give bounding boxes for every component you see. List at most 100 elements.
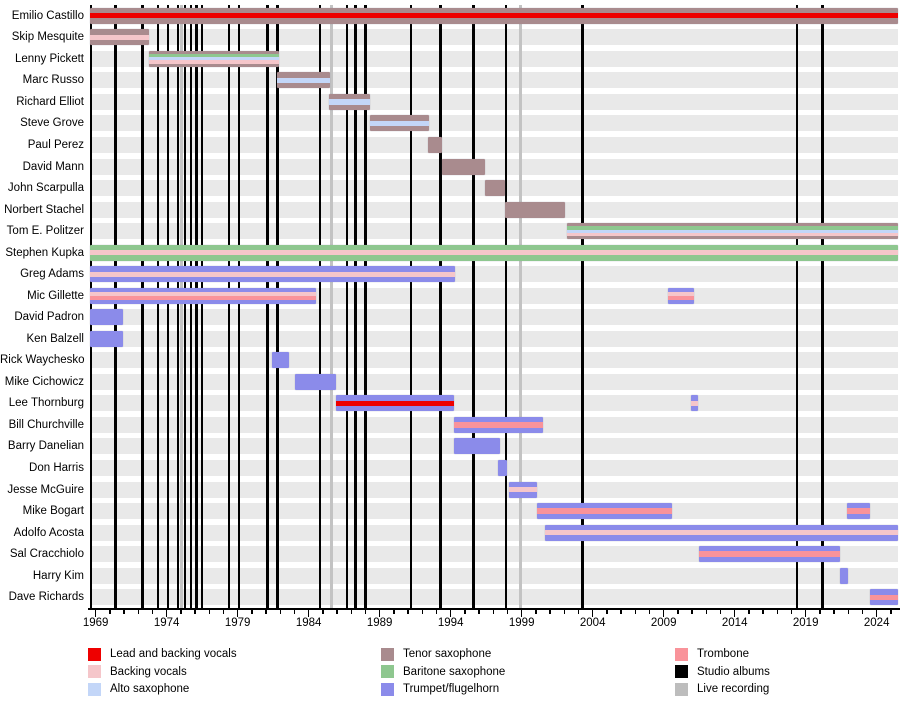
y-axis-line (90, 5, 93, 608)
x-tick-label: 1979 (224, 617, 251, 629)
tenure-bar (90, 7, 898, 24)
x-tick-minor (435, 609, 438, 614)
x-tick-minor (492, 609, 494, 614)
studio-album-line (504, 5, 508, 608)
x-tick-minor (279, 609, 281, 614)
member-label: Dave Richards (8, 591, 84, 604)
bar-stripe-trumpet (508, 492, 538, 498)
legend-label: Live recording (697, 683, 770, 695)
bar-stripe-trumpet (90, 299, 316, 304)
tenure-bar (90, 309, 123, 326)
live-recording-line (518, 5, 522, 608)
member-label: Ken Balzell (26, 332, 84, 345)
bar-stripe-alto (277, 77, 330, 84)
legend-item: Studio albums (675, 665, 770, 679)
x-tick-minor (109, 609, 111, 614)
bar-stripe-backing (90, 34, 149, 40)
member-label: Harry Kim (32, 569, 84, 582)
legend-item: Tenor saxophone (381, 647, 491, 661)
tenure-bar (505, 201, 565, 218)
bar-stripe-trumpet (869, 589, 898, 595)
legend-label: Trombone (697, 648, 749, 660)
member-label: Jesse McGuire (7, 483, 84, 496)
bar-stripe-tenor (484, 180, 506, 197)
x-tick-major (449, 609, 452, 617)
bar-stripe-baritone (148, 54, 279, 58)
member-label: Marc Russo (22, 74, 84, 87)
bar-stripe-trombone (699, 551, 840, 557)
x-tick-major (875, 609, 878, 617)
bar-stripe-backing (90, 249, 898, 256)
x-tick-minor (194, 609, 196, 614)
tenure-bar (454, 416, 543, 433)
tenure-bar (484, 180, 506, 197)
studio-album-line (821, 5, 825, 608)
x-tick-major (236, 609, 239, 617)
bar-stripe-alto (329, 99, 371, 105)
bar-stripe-backing (90, 271, 455, 277)
member-row-band (90, 72, 898, 89)
member-label: David Padron (14, 311, 84, 324)
x-tick-label: 2004 (579, 617, 606, 629)
member-row-band (90, 395, 898, 412)
x-tick-minor (549, 609, 551, 614)
studio-album-line (354, 5, 357, 608)
x-tick-label: 1999 (508, 617, 535, 629)
bar-stripe-trombone (537, 508, 673, 514)
member-label: John Scarpulla (7, 182, 84, 195)
x-tick-major (378, 609, 381, 617)
bar-stripe-tenor (427, 136, 443, 153)
member-label: Norbert Stachel (4, 203, 84, 216)
legend-item: Live recording (675, 682, 769, 696)
x-tick-minor (293, 609, 296, 614)
legend-label: Tenor saxophone (403, 648, 492, 660)
x-tick-minor (677, 609, 679, 614)
legend-label: Baritone saxophone (403, 665, 506, 678)
bar-stripe-tenor (277, 83, 330, 89)
x-tick-major (307, 609, 310, 617)
studio-album-line (318, 5, 322, 608)
bar-stripe-trumpet (508, 481, 538, 487)
x-tick-label: 1974 (153, 617, 180, 629)
x-tick-label: 2019 (792, 617, 819, 629)
tenure-bar (442, 158, 485, 175)
bar-stripe-trumpet (846, 503, 870, 509)
member-row-band (90, 460, 898, 477)
bar-stripe-trumpet (454, 438, 501, 455)
legend-label: Studio albums (697, 665, 770, 678)
tenure-bar (148, 50, 279, 67)
studio-album-line (409, 5, 413, 608)
member-label: Adolfo Acosta (13, 526, 84, 539)
x-tick-minor (577, 609, 580, 614)
bar-stripe-alto (567, 229, 898, 233)
x-tick-minor (464, 609, 466, 614)
tenure-bar (699, 546, 840, 563)
bar-stripe-trumpet (335, 395, 454, 401)
x-tick-minor (762, 609, 764, 614)
bar-stripe-tenor (329, 93, 371, 100)
x-tick-minor (265, 609, 267, 614)
studio-album-line (237, 5, 241, 608)
bar-stripe-tenor (369, 115, 430, 121)
legend-swatch (88, 682, 101, 696)
x-tick-minor (890, 609, 892, 614)
member-label: Greg Adams (20, 268, 84, 281)
x-tick-minor (790, 609, 793, 614)
member-row-band (90, 352, 898, 369)
member-row-band (90, 136, 898, 153)
x-tick-minor (606, 609, 608, 614)
studio-album-line (439, 5, 443, 608)
tenure-bar (869, 589, 898, 606)
studio-album-line (581, 5, 585, 608)
studio-album-line (114, 5, 117, 608)
x-tick-minor (151, 609, 154, 614)
live-recording-line (180, 5, 184, 608)
tenure-bar (90, 287, 316, 304)
bar-stripe-backing (690, 400, 698, 407)
bar-stripe-trombone (846, 508, 870, 514)
x-tick-major (804, 609, 807, 617)
member-label: Richard Elliot (16, 95, 84, 108)
member-row-band (90, 503, 898, 520)
studio-album-line (364, 5, 367, 608)
member-row-band (90, 330, 898, 347)
